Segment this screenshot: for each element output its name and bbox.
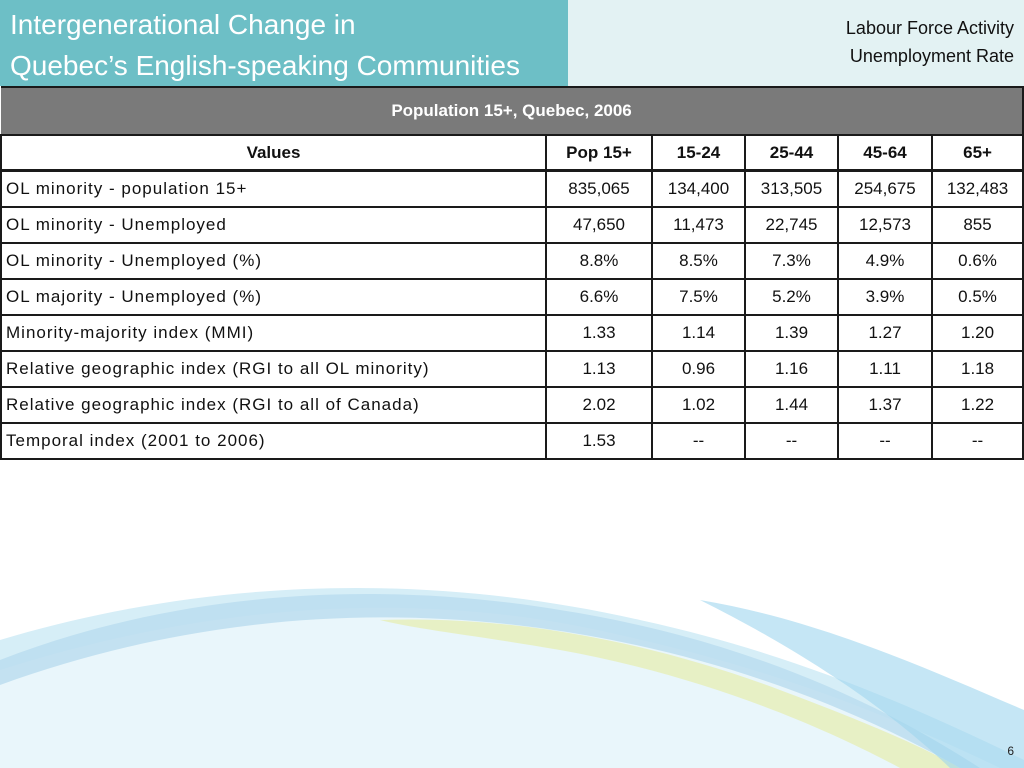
table-cell: 1.33 [545,314,653,352]
table-row: OL majority - Unemployed (%) 6.6% 7.5% 5.2%… [0,278,1024,316]
table-cell: 855 [930,206,1024,244]
table-cell: 1.39 [744,314,839,352]
table-cell: 1.22 [930,386,1024,424]
row-label: OL minority - Unemployed [0,206,547,244]
table-group-header: Population 15+, Quebec, 2006 [1,86,1024,136]
column-header-pop15: Pop 15+ [545,134,653,172]
table-cell: 12,573 [837,206,933,244]
table-column-header-row: Values Pop 15+ 15-24 25-44 45-64 65+ [0,134,1024,172]
title-banner: Intergenerational Change in Quebec’s Eng… [0,0,568,86]
row-label: OL minority - population 15+ [0,169,547,208]
table-cell: 1.13 [545,350,653,388]
table-body: OL minority - population 15+ 835,065 134,4… [0,169,1024,460]
unemployment-table: Population 15+, Quebec, 2006 Values Pop … [0,86,1024,460]
table-cell: 313,505 [744,169,839,208]
table-row: Temporal index (2001 to 2006) 1.53 -- -- -- -… [0,422,1024,460]
table-row: Minority-majority index (MMI) 1.33 1.14 1.3… [0,314,1024,352]
table-cell: 132,483 [930,169,1024,208]
table-cell: 1.11 [837,350,933,388]
column-header-45-64: 45-64 [837,134,933,172]
table-cell: 0.6% [930,242,1024,280]
table-cell: 0.96 [651,350,746,388]
table-row: OL minority - Unemployed (%) 8.8% 8.5% 7.3%… [0,242,1024,280]
table-cell: -- [744,422,839,460]
column-header-25-44: 25-44 [744,134,839,172]
subtitle-line-2: Unemployment Rate [849,46,1014,66]
page-title-line-2: Quebec’s English-speaking Communities [10,50,520,81]
row-label: Relative geographic index (RGI to all OL… [0,350,547,388]
table-cell: 1.02 [651,386,746,424]
table-cell: 0.5% [930,278,1024,316]
table-cell: 835,065 [545,169,653,208]
decorative-wave-background [0,587,1024,768]
table-row: Relative geographic index (RGI to all OL… [0,350,1024,388]
table-cell: -- [651,422,746,460]
page-number: 6 [1007,744,1014,758]
column-header-values: Values [0,134,547,172]
column-header-65plus: 65+ [930,134,1024,172]
table-cell: 134,400 [651,169,746,208]
table-cell: 11,473 [651,206,746,244]
table-cell: 8.5% [651,242,746,280]
table-cell: 7.5% [651,278,746,316]
table-cell: 1.27 [837,314,933,352]
row-label: Relative geographic index (RGI to all of… [0,386,547,424]
table-cell: 4.9% [837,242,933,280]
row-label: OL majority - Unemployed (%) [0,278,547,316]
table-cell: 1.37 [837,386,933,424]
row-label: OL minority - Unemployed (%) [0,242,547,280]
table-cell: 1.44 [744,386,839,424]
table-group-header-row: Population 15+, Quebec, 2006 [1,86,1024,136]
table-cell: 7.3% [744,242,839,280]
table-cell: 22,745 [744,206,839,244]
table-cell: 6.6% [545,278,653,316]
table-cell: -- [930,422,1024,460]
table-cell: 8.8% [545,242,653,280]
table-cell: -- [837,422,933,460]
table-cell: 2.02 [545,386,653,424]
table-row: OL minority - Unemployed 47,650 11,473 22,7… [0,206,1024,244]
column-header-15-24: 15-24 [651,134,746,172]
table-cell: 1.16 [744,350,839,388]
row-label: Minority-majority index (MMI) [0,314,547,352]
table-cell: 1.14 [651,314,746,352]
page-title-line-1: Intergenerational Change in [10,9,356,40]
subtitle-line-1: Labour Force Activity [845,18,1014,38]
table-cell: 1.18 [930,350,1024,388]
table-row: OL minority - population 15+ 835,065 134,4… [0,169,1024,208]
table-row: Relative geographic index (RGI to all of… [0,386,1024,424]
table-cell: 254,675 [837,169,933,208]
table-cell: 1.20 [930,314,1024,352]
table-cell: 1.53 [545,422,653,460]
table-cell: 3.9% [837,278,933,316]
table-cell: 47,650 [545,206,653,244]
table-cell: 5.2% [744,278,839,316]
row-label: Temporal index (2001 to 2006) [0,422,547,460]
subtitle-banner: Labour Force Activity Unemployment Rate [568,0,1024,86]
